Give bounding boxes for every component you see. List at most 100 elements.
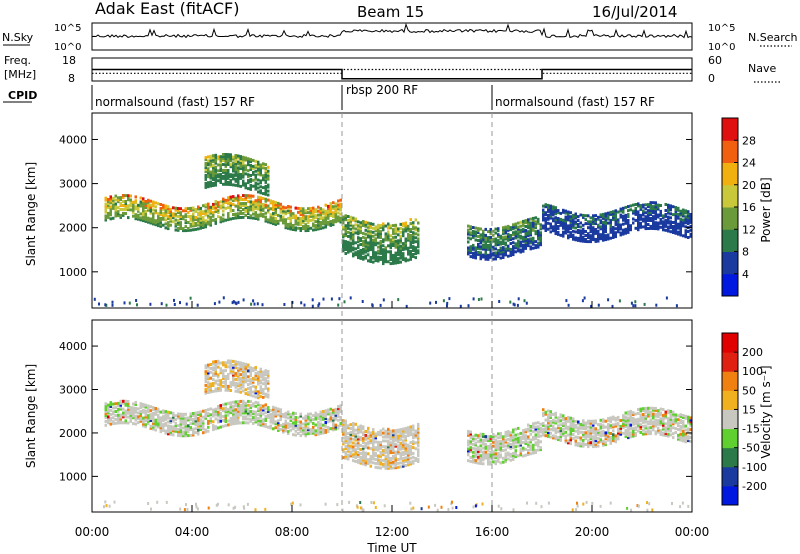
echo-cell [142,215,145,219]
echo-cell [237,202,240,206]
echo-cell [522,435,525,438]
echo-cell [614,233,617,237]
echo-cell [484,437,487,440]
echo-cell [604,228,607,232]
echo-cell [642,428,645,432]
echo-cell [214,200,217,204]
echo-cell [262,408,265,412]
echo-cell [117,403,120,407]
echo-cell [234,402,237,406]
echo-cell [407,232,410,236]
echo-cell [327,418,330,422]
echo-cell [584,240,587,243]
echo-cell [222,199,225,203]
echo-cell [567,417,570,421]
echo-cell [629,415,632,419]
echo-cell [247,417,250,421]
echo-cell [227,401,230,405]
echo-cell [244,184,247,188]
echo-cell [297,420,300,424]
echo-cell [514,455,517,459]
colorbar-tick-label: 16 [742,201,756,214]
echo-cell [372,461,375,465]
echo-cell [199,414,202,418]
echo-cell [634,212,637,216]
echo-cell [362,448,365,452]
echo-cell [669,208,672,212]
echo-cell [522,239,525,243]
echo-cell [477,244,480,248]
echo-cell [579,237,582,241]
echo-cell [397,440,400,444]
echo-cell [214,379,217,383]
echo-cell [622,216,625,220]
echo-cell [239,382,242,386]
echo-cell [343,300,346,304]
echo-cell [607,424,610,428]
echo-cell [224,365,227,369]
echo-cell [539,233,542,237]
echo-cell [254,187,257,191]
echo-cell [104,406,107,410]
echo-cell [479,448,482,452]
echo-cell [477,457,480,461]
echo-cell [154,211,157,215]
echo-cell [579,436,582,440]
echo-cell [587,435,590,439]
echo-cell [294,412,297,416]
echo-cell [264,173,267,176]
echo-cell [504,458,507,462]
echo-cell [337,424,340,428]
echo-cell [222,209,225,213]
echo-cell [234,177,237,181]
echo-cell [154,420,157,424]
echo-cell [229,369,232,373]
echo-cell [237,160,240,164]
echo-cell [244,166,247,170]
echo-cell [617,429,620,433]
echo-cell [304,432,307,436]
echo-cell [569,416,572,420]
echo-cell [204,364,207,368]
echo-cell [309,432,312,435]
echo-cell [659,213,662,217]
echo-cell [189,414,192,418]
echo-cell [367,253,370,257]
echo-cell [232,177,235,181]
echo-cell [349,223,352,227]
echo-cell [602,420,605,424]
echo-cell [609,441,612,445]
echo-cell [604,236,607,240]
echo-cell [489,456,492,460]
echo-cell [239,405,242,409]
echo-cell [389,429,392,433]
echo-cell [504,456,507,460]
echo-cell [262,395,265,399]
echo-cell [264,177,267,180]
echo-cell [347,240,350,244]
echo-cell [299,422,302,426]
echo-cell [227,155,230,159]
echo-cell [204,203,207,207]
echo-cell [114,212,117,216]
echo-cell [592,443,595,447]
echo-cell [629,423,632,427]
echo-cell [407,248,410,252]
echo-cell [359,225,362,229]
echo-cell [232,157,235,161]
echo-cell [224,164,227,168]
echo-cell [264,419,267,422]
echo-cell [184,213,187,217]
echo-cell [317,221,320,225]
echo-cell [544,205,547,209]
echo-cell [637,210,640,214]
echo-cell [664,432,667,436]
echo-cell [192,431,195,435]
echo-cell [384,431,387,435]
echo-cell [244,417,247,421]
echo-cell [404,448,407,452]
echo-cell [609,236,612,240]
echo-cell [644,432,647,436]
echo-cell [234,198,237,202]
